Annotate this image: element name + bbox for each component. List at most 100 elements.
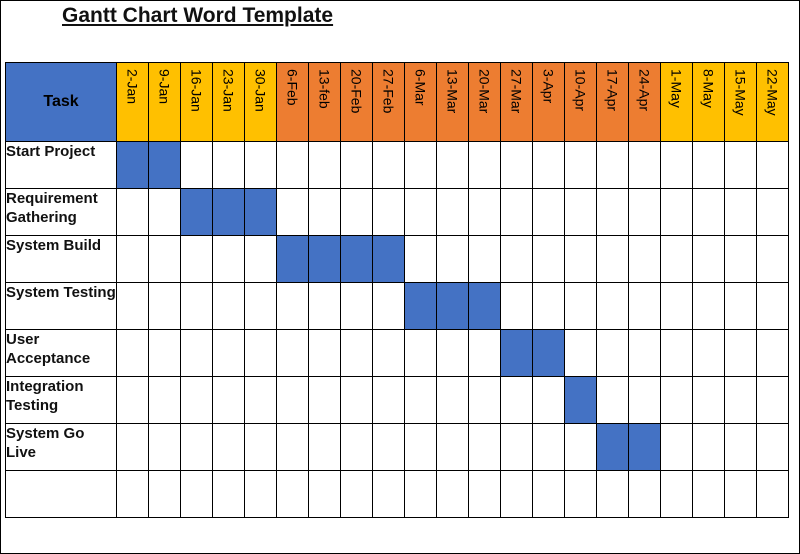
gantt-bar-cell [532, 329, 565, 377]
gantt-cell [308, 329, 341, 377]
date-header: 6-Feb [276, 62, 309, 142]
gantt-cell [692, 329, 725, 377]
gantt-cell [596, 141, 629, 189]
gantt-cell [148, 470, 181, 518]
date-label: 1-May [668, 69, 685, 108]
date-header: 13-feb [308, 62, 341, 142]
gantt-cell [564, 235, 597, 283]
gantt-cell [212, 329, 245, 377]
gantt-bar-cell [340, 235, 373, 283]
date-label: 2-Jan [124, 69, 141, 105]
gantt-cell [756, 423, 789, 471]
date-label: 9-Jan [156, 69, 173, 105]
gantt-cell [244, 282, 277, 330]
date-label: 22-May [764, 69, 781, 116]
gantt-cell [596, 470, 629, 518]
task-row: Start Project [5, 141, 789, 189]
gantt-cell [340, 188, 373, 236]
date-label: 24-Apr [636, 69, 653, 112]
gantt-cell [276, 188, 309, 236]
gantt-cell [340, 329, 373, 377]
task-row [5, 470, 789, 518]
gantt-cell [724, 329, 757, 377]
task-row: System Build [5, 235, 789, 283]
gantt-cell [564, 282, 597, 330]
task-name: Integration Testing [5, 376, 117, 424]
task-row: User Acceptance [5, 329, 789, 377]
gantt-cell [404, 423, 437, 471]
date-header: 17-Apr [596, 62, 629, 142]
gantt-cell [180, 376, 213, 424]
gantt-cell [148, 282, 181, 330]
gantt-cell [564, 141, 597, 189]
gantt-bar-cell [468, 282, 501, 330]
gantt-cell [436, 376, 469, 424]
gantt-cell [628, 188, 661, 236]
task-row: Integration Testing [5, 376, 789, 424]
gantt-cell [660, 141, 693, 189]
gantt-cell [628, 235, 661, 283]
gantt-cell [116, 376, 149, 424]
gantt-bar-cell [308, 235, 341, 283]
date-header: 20-Mar [468, 62, 501, 142]
gantt-cell [404, 470, 437, 518]
date-header: 6-Mar [404, 62, 437, 142]
gantt-bar-cell [244, 188, 277, 236]
gantt-cell [500, 235, 533, 283]
gantt-cell [276, 329, 309, 377]
date-label: 13-feb [316, 69, 333, 109]
gantt-cell [724, 141, 757, 189]
gantt-cell [372, 282, 405, 330]
gantt-bar-cell [436, 282, 469, 330]
gantt-cell [532, 423, 565, 471]
task-row: System Go Live [5, 423, 789, 471]
gantt-bar-cell [628, 423, 661, 471]
gantt-cell [724, 188, 757, 236]
gantt-cell [756, 141, 789, 189]
gantt-cell [660, 188, 693, 236]
gantt-bar-cell [116, 141, 149, 189]
date-label: 30-Jan [252, 69, 269, 112]
date-label: 17-Apr [604, 69, 621, 112]
gantt-cell [244, 423, 277, 471]
header-row: Task 2-Jan 9-Jan 16-Jan 23-Jan 30-Jan 6-Feb 13… [5, 62, 789, 142]
gantt-cell [564, 423, 597, 471]
gantt-body: Start Project Requirement Gathering System… [5, 141, 789, 518]
gantt-cell [628, 282, 661, 330]
gantt-cell [308, 282, 341, 330]
gantt-bar-cell [596, 423, 629, 471]
gantt-cell [372, 329, 405, 377]
gantt-cell [244, 376, 277, 424]
gantt-cell [180, 423, 213, 471]
gantt-cell [500, 282, 533, 330]
gantt-cell [468, 470, 501, 518]
task-name: User Acceptance [5, 329, 117, 377]
date-label: 10-Apr [572, 69, 589, 112]
gantt-cell [692, 282, 725, 330]
gantt-cell [212, 423, 245, 471]
gantt-cell [244, 470, 277, 518]
gantt-cell [244, 235, 277, 283]
page-title: Gantt Chart Word Template [62, 4, 334, 27]
gantt-cell [180, 235, 213, 283]
gantt-cell [500, 423, 533, 471]
gantt-bar-cell [404, 282, 437, 330]
gantt-cell [340, 376, 373, 424]
gantt-cell [212, 235, 245, 283]
gantt-bar-cell [180, 188, 213, 236]
task-name [5, 470, 117, 518]
task-name: System Testing [5, 282, 117, 330]
gantt-cell [340, 141, 373, 189]
gantt-cell [468, 235, 501, 283]
date-label: 27-Mar [508, 69, 525, 114]
gantt-cell [404, 329, 437, 377]
gantt-cell [564, 329, 597, 377]
gantt-cell [148, 329, 181, 377]
gantt-cell [436, 423, 469, 471]
gantt-cell [468, 376, 501, 424]
date-header: 13-Mar [436, 62, 469, 142]
gantt-cell [404, 376, 437, 424]
date-header: 16-Jan [180, 62, 213, 142]
gantt-cell [404, 235, 437, 283]
gantt-cell [308, 188, 341, 236]
